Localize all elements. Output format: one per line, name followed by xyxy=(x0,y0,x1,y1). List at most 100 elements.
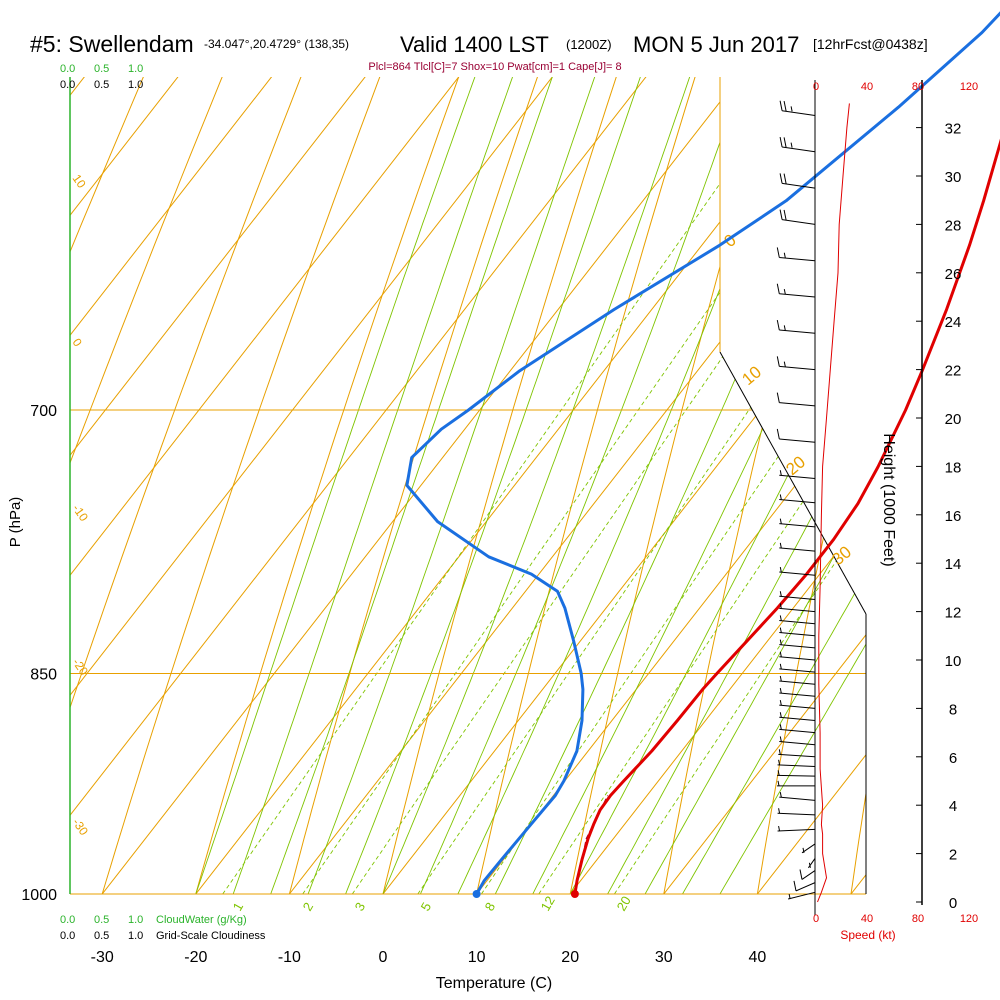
dry-adiabat--30 xyxy=(82,77,852,894)
temp-tick--10: -10 xyxy=(278,949,301,966)
isotherm-40 xyxy=(757,77,866,894)
height-tick-14: 14 xyxy=(945,556,962,573)
wind-barb-1 xyxy=(793,880,816,892)
wind-barb-shaft xyxy=(782,182,816,189)
wind-barb-feather xyxy=(779,209,783,220)
wind-barb-13 xyxy=(779,724,816,734)
wind-barb-shaft xyxy=(777,812,816,816)
wind-barb-38 xyxy=(779,136,816,153)
diagonal-border xyxy=(719,351,867,615)
speed-tick-bot-0: 0 xyxy=(813,913,819,925)
moist-adiabat-32 xyxy=(682,77,866,894)
isotherm--30 xyxy=(101,77,866,894)
wind-speed-line xyxy=(817,103,850,903)
speed-tick-top-40: 40 xyxy=(861,81,873,93)
speed-axis-label: Speed (kt) xyxy=(840,928,895,942)
wind-barb-shaft xyxy=(779,704,816,709)
isotherm--60 xyxy=(70,77,866,894)
wind-barb-14 xyxy=(779,712,816,721)
cloud-bot2-05: 0.5 xyxy=(94,930,109,942)
dry-adiabat--20 xyxy=(176,77,866,894)
wind-barb-half-feather xyxy=(783,361,786,367)
wind-barb-32 xyxy=(776,356,816,371)
temp-tick-0: 0 xyxy=(379,949,388,966)
isotherm--50 xyxy=(70,77,866,894)
isotherm-10 xyxy=(476,77,866,894)
wind-barb-shaft xyxy=(779,438,816,443)
mixing-ratio-label-3: 3 xyxy=(352,900,369,914)
moist-adiabat-24 xyxy=(607,77,866,894)
parcel-line xyxy=(574,795,609,895)
wind-barb-half-feather xyxy=(779,687,782,694)
wind-barb-shaft xyxy=(779,644,816,649)
wind-barb-17 xyxy=(779,675,816,685)
wind-barb-half-feather xyxy=(779,639,782,645)
wind-barb-half-feather xyxy=(777,770,780,776)
station-title: #5: Swellendam xyxy=(30,31,194,57)
isotherm--80 xyxy=(70,77,866,894)
wind-barb-shaft xyxy=(779,740,816,746)
wind-barb-shaft xyxy=(779,547,816,552)
wind-barb-feather xyxy=(776,428,780,440)
moist-adiabat-16 xyxy=(532,77,866,894)
moist-adiabat-8 xyxy=(457,77,866,894)
wind-barb-shaft xyxy=(782,146,816,153)
isotherm-20 xyxy=(569,77,866,894)
pressure-tick-700: 700 xyxy=(30,403,57,420)
wind-barb-8 xyxy=(777,780,815,787)
speed-tick-bot-80: 80 xyxy=(912,913,924,925)
wind-barb-shaft xyxy=(779,607,816,613)
height-tick-10: 10 xyxy=(945,653,962,670)
wind-barb-4 xyxy=(801,843,816,854)
wind-barb-5 xyxy=(777,825,816,832)
isobars xyxy=(70,409,866,895)
cloud-top-05: 0.5 xyxy=(94,63,109,75)
dry-adiabat-label-2: -10 xyxy=(70,502,92,525)
dry-adiabat-label-0: 10 xyxy=(70,172,89,191)
height-tick-4: 4 xyxy=(949,798,957,815)
moist-adiabat--16 xyxy=(232,77,866,894)
cloud-top-1: 1.0 xyxy=(128,63,143,75)
isotherm--10 xyxy=(289,77,866,894)
cloud-top2-0: 0.0 xyxy=(60,79,75,91)
wind-barb-half-feather xyxy=(779,591,782,597)
wind-barb-half-feather xyxy=(778,825,781,832)
wind-barb-shaft xyxy=(779,796,816,801)
wind-barb-feather xyxy=(776,283,780,294)
wind-barb-shaft xyxy=(801,870,816,880)
dry-adiabat-20 xyxy=(556,77,866,894)
pressure-tick-1000: 1000 xyxy=(21,887,57,904)
wind-barb-shaft xyxy=(795,882,816,892)
surface-dewpoint-dot xyxy=(472,890,481,898)
moist-adiabat-36 xyxy=(719,77,866,894)
temp-tick--20: -20 xyxy=(184,949,207,966)
wind-barb-half-feather xyxy=(802,847,805,853)
wind-barb-feather xyxy=(776,392,780,403)
wind-barb-shaft xyxy=(779,668,816,673)
wind-barb-feather xyxy=(799,869,803,880)
wind-barb-10 xyxy=(777,759,816,767)
wind-barb-feather xyxy=(793,880,797,891)
wind-barb-feather xyxy=(783,137,787,148)
pressure-axis: 2503004005007008501000 xyxy=(21,403,57,904)
wind-barb-shaft xyxy=(777,828,816,832)
dry-adiabat-label-3: -20 xyxy=(70,656,92,679)
moist-adiabat--4 xyxy=(345,77,866,894)
wind-barb-26 xyxy=(779,542,816,552)
wind-barb-11 xyxy=(778,749,816,758)
wind-barb-feather xyxy=(779,173,783,184)
wind-barb-shaft xyxy=(779,595,816,600)
wind-barb-half-feather xyxy=(779,651,782,657)
dry-adiabat-label-4: -30 xyxy=(70,816,92,839)
wind-barb-35 xyxy=(776,247,816,262)
wind-barb-half-feather xyxy=(790,142,793,148)
wind-barb-18 xyxy=(779,663,816,673)
mixing-ratio-label-8: 8 xyxy=(482,900,499,914)
wind-barb-21 xyxy=(779,627,816,637)
temp-tick--30: -30 xyxy=(91,949,114,966)
isotherm--110 xyxy=(70,77,822,894)
wind-barb-shaft xyxy=(779,716,816,721)
mixing-ratio-label-12: 12 xyxy=(538,893,558,913)
